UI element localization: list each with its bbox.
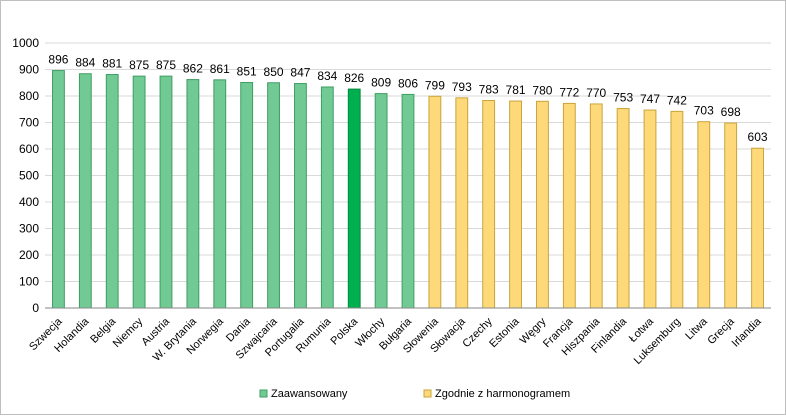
y-axis-ticks: 0 100 200 300 400 500 600 700 800 900 1000 xyxy=(12,36,39,315)
data-label: 850 xyxy=(264,65,284,79)
bar-irlandia xyxy=(751,147,764,309)
data-label: 781 xyxy=(506,83,526,97)
data-label: 847 xyxy=(290,66,310,80)
bar-rumunia xyxy=(320,86,334,309)
bars xyxy=(52,70,764,309)
bar-polska xyxy=(347,88,361,309)
bar-belgia xyxy=(105,74,119,309)
data-label: 703 xyxy=(694,104,714,118)
bar-norwegia xyxy=(213,79,227,309)
data-label: 603 xyxy=(748,130,768,144)
data-label: 793 xyxy=(452,80,472,94)
legend: Zaawansowany Zgodnie z harmonogramem xyxy=(259,388,570,400)
data-label: 799 xyxy=(425,78,445,92)
data-label: 742 xyxy=(667,93,687,107)
data-labels: 896 884 881 875 875 862 861 851 850 847 834 826 809 8… xyxy=(48,53,767,145)
bar-litwa xyxy=(697,121,711,309)
category-label: Estonia xyxy=(487,315,522,350)
bar-estonia xyxy=(509,100,522,309)
bar-grecja xyxy=(724,122,738,309)
legend-label: Zaawansowany xyxy=(271,388,348,400)
y-tick-label: 500 xyxy=(19,169,39,183)
data-label: 783 xyxy=(479,83,499,97)
bar-austria xyxy=(159,75,173,309)
data-label: 698 xyxy=(721,105,741,119)
bar-francja xyxy=(562,102,576,309)
data-label: 851 xyxy=(237,64,257,78)
data-label: 884 xyxy=(75,56,95,70)
data-label: 875 xyxy=(156,58,176,72)
data-label: 875 xyxy=(129,58,149,72)
data-label: 881 xyxy=(102,57,122,71)
data-label: 826 xyxy=(344,71,364,85)
bar-luksemburg xyxy=(670,110,684,309)
data-label: 896 xyxy=(48,53,68,67)
y-tick-label: 400 xyxy=(19,195,39,209)
category-label: Irlandia xyxy=(730,315,765,350)
data-label: 747 xyxy=(640,92,660,106)
y-tick-label: 200 xyxy=(19,248,39,262)
data-label: 806 xyxy=(398,76,418,90)
data-label: 862 xyxy=(183,62,203,76)
bar-holandia xyxy=(78,73,92,309)
bar-niemcy xyxy=(132,75,146,309)
bar-portugalia xyxy=(294,83,307,309)
data-label: 809 xyxy=(371,76,391,90)
category-label: Niemcy xyxy=(111,315,146,350)
bar-węgry xyxy=(536,100,549,309)
data-label: 770 xyxy=(586,86,606,100)
y-tick-label: 300 xyxy=(19,222,39,236)
bar-słowacja xyxy=(455,97,469,309)
bar-hiszpania xyxy=(589,103,603,309)
legend-label: Zgodnie z harmonogramem xyxy=(435,388,570,400)
y-tick-label: 1000 xyxy=(12,36,39,50)
y-tick-label: 100 xyxy=(19,275,39,289)
y-tick-label: 800 xyxy=(19,89,39,103)
y-tick-label: 0 xyxy=(32,301,39,315)
bar-bułgaria xyxy=(401,93,415,309)
bar-finlandia xyxy=(616,107,630,309)
data-label: 772 xyxy=(559,85,579,99)
bar-w-brytania xyxy=(186,79,200,309)
y-tick-label: 900 xyxy=(19,63,39,77)
bar-słowenia xyxy=(428,95,442,309)
bar-szwecja xyxy=(52,70,65,309)
data-label: 753 xyxy=(613,90,633,104)
legend-swatch-sched xyxy=(423,389,432,398)
bar-włochy xyxy=(374,93,388,309)
legend-swatch-adv xyxy=(259,389,268,398)
bar-łotwa xyxy=(643,109,657,309)
y-tick-label: 700 xyxy=(19,116,39,130)
y-tick-label: 600 xyxy=(19,142,39,156)
bar-czechy xyxy=(482,100,496,309)
data-label: 834 xyxy=(317,69,337,83)
data-label: 780 xyxy=(532,83,552,97)
data-label: 861 xyxy=(210,62,230,76)
bar-szwajcaria xyxy=(267,82,280,309)
bar-dania xyxy=(240,81,254,309)
